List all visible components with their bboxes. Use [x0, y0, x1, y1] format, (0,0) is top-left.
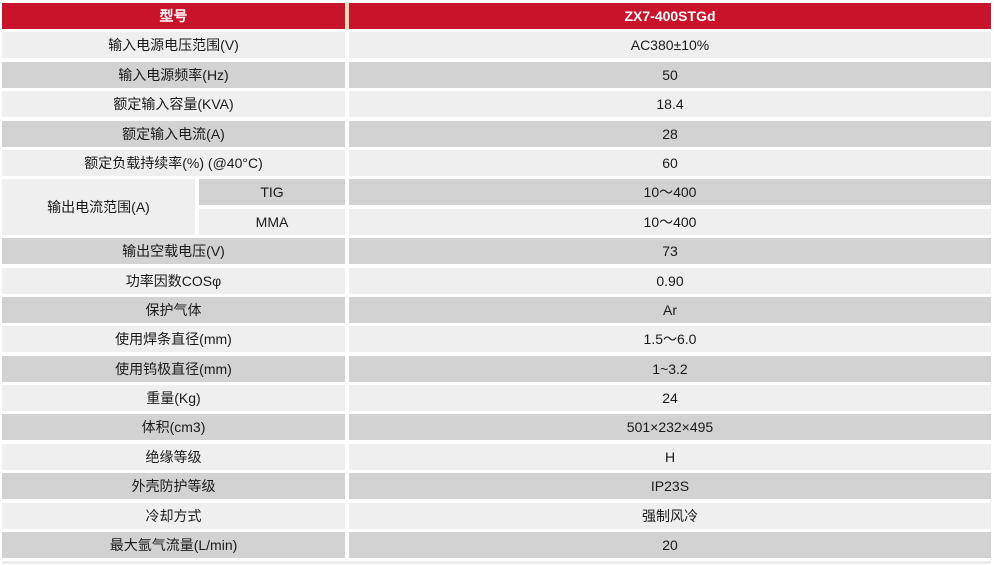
spec-sublabel-tig: TIG: [199, 179, 345, 206]
spec-subvalue-tig: 10～400: [349, 179, 991, 206]
spec-row-cooling-method: 冷却方式 强制风冷: [2, 502, 991, 529]
spec-sublabel-mma: MMA: [199, 208, 345, 235]
spec-label: 使用焊条直径(mm): [2, 326, 345, 353]
spec-row-insulation-class: 绝缘等级 H: [2, 443, 991, 470]
spec-value: 28: [349, 120, 991, 147]
spec-label: 绝缘等级: [2, 443, 345, 470]
table-header-row: 型号 ZX7-400STGd: [2, 3, 991, 29]
spec-label: 外壳防护等级: [2, 473, 345, 500]
spec-row-electrode-diameter: 使用焊条直径(mm) 1.5～6.0: [2, 326, 991, 353]
spec-label: 体积(cm3): [2, 414, 345, 441]
spec-row-rated-input-current: 额定输入电流(A) 28: [2, 120, 991, 147]
spec-row-rated-input-capacity: 额定输入容量(KVA) 18.4: [2, 91, 991, 118]
spec-label: 额定负载持续率(%) (@40°C): [2, 149, 345, 176]
spec-value: 50: [349, 61, 991, 88]
spec-group-subvalues: 10～400 10～400: [349, 179, 991, 235]
spec-row-shielding-gas: 保护气体 Ar: [2, 296, 991, 323]
spec-label: 重量(Kg): [2, 385, 345, 412]
spec-label: 输出空载电压(V): [2, 238, 345, 265]
spec-value: 73: [349, 238, 991, 265]
spec-value: AC380±10%: [349, 32, 991, 59]
spec-value: 60: [349, 149, 991, 176]
spec-value: 501×232×495: [349, 414, 991, 441]
spec-value: 0.90: [349, 267, 991, 294]
spec-row-weight: 重量(Kg) 24: [2, 385, 991, 412]
spec-label: 额定输入容量(KVA): [2, 91, 345, 118]
spec-label: 输入电源频率(Hz): [2, 61, 345, 88]
header-model-value: ZX7-400STGd: [349, 3, 991, 29]
spec-row-dimensions: 体积(cm3) 501×232×495: [2, 414, 991, 441]
spec-group-label: 输出电流范围(A): [2, 179, 195, 235]
spec-label: 额定输入电流(A): [2, 120, 345, 147]
spec-label: 最大氩气流量(L/min): [2, 532, 345, 559]
spec-row-tungsten-diameter: 使用钨极直径(mm) 1~3.2: [2, 355, 991, 382]
spec-row-duty-cycle: 额定负载持续率(%) (@40°C) 60: [2, 149, 991, 176]
spec-label: 保护气体: [2, 296, 345, 323]
spec-value: 1.5～6.0: [349, 326, 991, 353]
spec-row-power-factor: 功率因数COSφ 0.90: [2, 267, 991, 294]
spec-value: 20: [349, 532, 991, 559]
spec-value: 强制风冷: [349, 502, 991, 529]
spec-label: 冷却方式: [2, 502, 345, 529]
spec-value: 1~3.2: [349, 355, 991, 382]
spec-row-input-voltage: 输入电源电压范围(V) AC380±10%: [2, 32, 991, 59]
spec-value: IP23S: [349, 473, 991, 500]
spec-label: 输入电源电压范围(V): [2, 32, 345, 59]
spec-row-input-frequency: 输入电源频率(Hz) 50: [2, 61, 991, 88]
spec-label: 使用钨极直径(mm): [2, 355, 345, 382]
spec-row-output-current-range: 输出电流范围(A) TIG MMA 10～400 10～400: [2, 179, 991, 235]
spec-row-no-load-voltage: 输出空载电压(V) 73: [2, 238, 991, 265]
spec-subvalue-mma: 10～400: [349, 208, 991, 235]
spec-value: 18.4: [349, 91, 991, 118]
spec-value: 24: [349, 385, 991, 412]
spec-row-max-argon-flow: 最大氩气流量(L/min) 20: [2, 532, 991, 559]
spec-label: 功率因数COSφ: [2, 267, 345, 294]
cutoff-next-row-sliver: [2, 561, 991, 565]
spec-group-sublabels: TIG MMA: [199, 179, 345, 235]
spec-value: Ar: [349, 296, 991, 323]
spec-row-enclosure-protection: 外壳防护等级 IP23S: [2, 473, 991, 500]
spec-value: H: [349, 443, 991, 470]
header-model-label: 型号: [2, 3, 345, 29]
